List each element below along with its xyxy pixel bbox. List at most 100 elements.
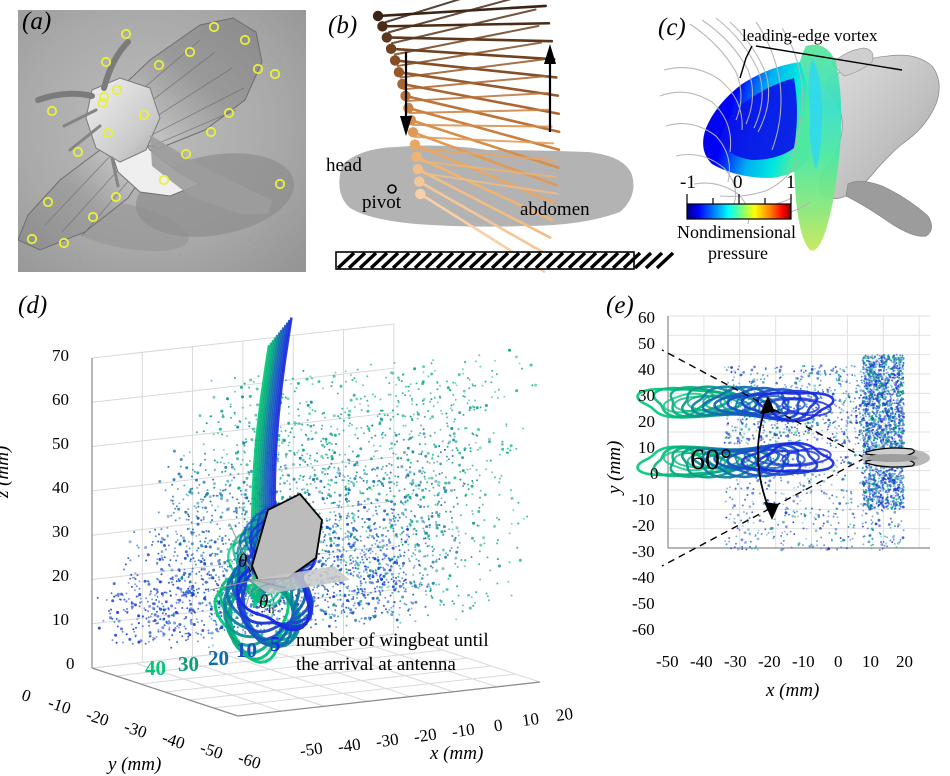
wake-particle bbox=[390, 578, 393, 581]
wake-particle bbox=[425, 593, 428, 596]
wake-particle bbox=[859, 370, 863, 374]
wing-stroke-line bbox=[413, 143, 557, 205]
wake-particle bbox=[748, 517, 751, 520]
wake-particle bbox=[195, 572, 198, 575]
wake-particle bbox=[394, 532, 398, 536]
wake-particle bbox=[781, 374, 784, 377]
wake-particle bbox=[341, 479, 344, 482]
wake-particle bbox=[307, 493, 311, 496]
wake-particle bbox=[807, 431, 810, 434]
wake-particle bbox=[902, 483, 905, 486]
wake-particle bbox=[250, 438, 254, 442]
wake-particle bbox=[145, 617, 148, 620]
wake-particle bbox=[338, 500, 341, 503]
wake-particle bbox=[297, 408, 300, 411]
wake-particle bbox=[153, 608, 156, 611]
wake-particle bbox=[160, 567, 164, 571]
wake-particle bbox=[249, 603, 253, 607]
wake-particle bbox=[125, 600, 128, 603]
wake-particle bbox=[409, 466, 412, 469]
wake-particle bbox=[413, 584, 416, 586]
wake-particle bbox=[270, 595, 273, 598]
wake-particle bbox=[211, 552, 214, 555]
wake-particle bbox=[326, 456, 329, 459]
wake-particle bbox=[740, 428, 743, 431]
wake-particle bbox=[793, 426, 796, 429]
wake-particle bbox=[381, 589, 384, 592]
wake-particle bbox=[137, 621, 140, 624]
wake-particle bbox=[221, 539, 224, 542]
wake-particle bbox=[161, 556, 164, 559]
wake-particle bbox=[436, 401, 439, 404]
wake-particle bbox=[248, 485, 252, 489]
wake-particle bbox=[434, 503, 437, 506]
wake-particle bbox=[356, 567, 359, 570]
wake-particle bbox=[354, 607, 357, 610]
wake-particle bbox=[196, 522, 200, 526]
wake-particle bbox=[402, 503, 405, 506]
wake-particle bbox=[443, 448, 446, 451]
wake-particle bbox=[183, 454, 185, 457]
wake-particle bbox=[887, 418, 890, 421]
wake-particle bbox=[889, 374, 892, 377]
wake-particle bbox=[863, 382, 866, 385]
wake-particle bbox=[392, 562, 395, 565]
wake-particle bbox=[196, 632, 199, 635]
wake-particle bbox=[834, 435, 837, 438]
wake-particle bbox=[436, 380, 439, 383]
wake-particle bbox=[169, 559, 172, 562]
wing-stroke-line bbox=[420, 160, 557, 178]
wing-stroke-line bbox=[390, 8, 537, 45]
wake-particle bbox=[786, 480, 790, 484]
wake-particle bbox=[481, 384, 484, 387]
wake-particle bbox=[117, 619, 121, 623]
wake-particle bbox=[861, 525, 864, 528]
wake-particle bbox=[177, 626, 180, 629]
wake-particle bbox=[309, 375, 312, 378]
wake-particle bbox=[204, 537, 207, 540]
wake-particle bbox=[423, 530, 426, 533]
wake-particle bbox=[185, 616, 188, 618]
wake-particle bbox=[344, 486, 347, 489]
wake-particle bbox=[401, 392, 404, 395]
wake-particle bbox=[204, 452, 206, 455]
wake-particle bbox=[412, 413, 415, 416]
wake-particle bbox=[803, 512, 806, 515]
wake-particle bbox=[393, 555, 396, 558]
wake-particle bbox=[324, 588, 326, 591]
wake-particle bbox=[415, 403, 418, 406]
wake-particle bbox=[390, 610, 393, 613]
wake-particle bbox=[311, 377, 313, 380]
wake-particle bbox=[445, 510, 447, 513]
wake-particle bbox=[184, 627, 187, 630]
wake-particle bbox=[422, 428, 425, 431]
wake-particle bbox=[740, 373, 743, 376]
wake-particle bbox=[162, 632, 166, 636]
wake-particle bbox=[226, 548, 229, 551]
wake-particle bbox=[346, 500, 348, 503]
wake-particle bbox=[377, 546, 379, 548]
wake-particle bbox=[389, 487, 391, 490]
wake-particle bbox=[870, 467, 872, 470]
wake-particle bbox=[464, 559, 467, 562]
wake-particle bbox=[255, 418, 258, 421]
wake-particle bbox=[804, 466, 807, 468]
wake-particle bbox=[875, 511, 878, 514]
wake-particle bbox=[346, 522, 350, 526]
wake-particle bbox=[200, 554, 204, 558]
wake-particle bbox=[380, 409, 383, 412]
wake-particle bbox=[180, 594, 183, 597]
wake-particle bbox=[370, 436, 373, 439]
wake-particle bbox=[322, 541, 325, 544]
wake-particle bbox=[378, 505, 381, 508]
wake-particle bbox=[228, 485, 231, 487]
wake-particle bbox=[449, 407, 452, 410]
vortex-streamlines bbox=[659, 17, 811, 225]
wake-particle bbox=[153, 637, 156, 640]
wake-particle bbox=[352, 450, 354, 453]
wake-particle bbox=[236, 425, 239, 428]
wake-particle bbox=[301, 423, 304, 426]
wake-particle bbox=[439, 553, 441, 556]
wake-particle bbox=[432, 486, 435, 489]
pressure-colorbar bbox=[686, 194, 792, 220]
